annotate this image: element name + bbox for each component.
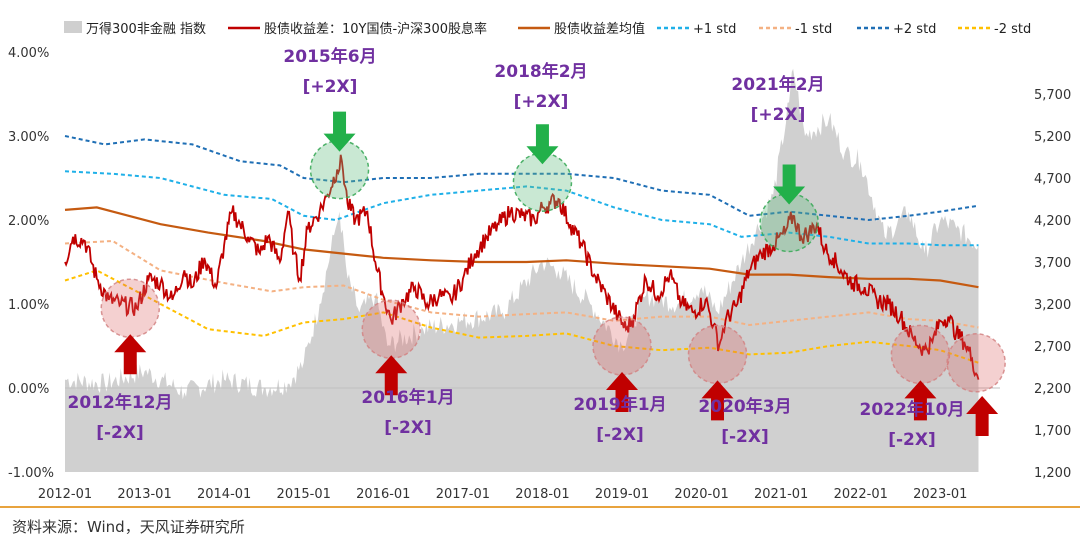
minus-1-std-line: [64, 239, 979, 329]
y-right-tick-label: 5,200: [1034, 130, 1071, 145]
x-tick-label: 2013-01: [117, 487, 171, 502]
callout-circle: [890, 324, 951, 385]
y-left-tick-label: 4.00%: [8, 46, 49, 61]
up-arrow-icon: [114, 334, 147, 375]
callout-date-label: 2022年10月: [860, 399, 965, 420]
x-tick-label: 2019-01: [595, 487, 649, 502]
callout-circle: [946, 333, 1006, 393]
y-right-tick-label: 4,700: [1034, 172, 1071, 187]
chart-svg: -1.00% 0.00% 1.00% 2.00% 3.00% 4.00% 1,200 1,70…: [8, 21, 1071, 502]
y-right-tick-label: 2,200: [1034, 382, 1071, 397]
legend-swatch-index: [64, 21, 82, 33]
down-arrow-icon: [323, 111, 356, 152]
callout-tag-label: [-2X]: [721, 427, 769, 447]
up-arrow-icon: [375, 355, 408, 396]
callout-date-label: 2018年2月: [494, 61, 587, 82]
callout-tag-label: [-2X]: [596, 425, 644, 445]
x-tick-label: 2012-01: [38, 487, 92, 502]
callout-circle: [687, 324, 748, 385]
y-left-tick-label: -1.00%: [8, 466, 54, 481]
up-arrow-icon: [606, 372, 639, 412]
callout-tag-label: [-2X]: [96, 423, 144, 443]
x-tick-label: 2022-01: [834, 487, 888, 502]
y-left-tick-label: 0.00%: [8, 382, 49, 397]
y-right-tick-label: 1,200: [1034, 466, 1071, 481]
callout-date-label: 2016年1月: [361, 387, 454, 408]
spread-line: [64, 154, 980, 380]
legend-label-spread: 股债收益差：10Y国债-沪深300股息率: [264, 21, 487, 37]
x-tick-label: 2015-01: [277, 487, 331, 502]
callout-tag-label: [+2X]: [751, 105, 806, 125]
legend-label-mean: 股债收益差均值: [554, 21, 645, 37]
legend-label-p1: +1 std: [693, 22, 736, 37]
y-left-tick-label: 3.00%: [8, 130, 49, 145]
up-arrow-icon: [701, 380, 734, 421]
legend-label-m2: -2 std: [994, 22, 1031, 37]
index-area: [65, 68, 979, 473]
x-tick-label: 2014-01: [197, 487, 251, 502]
legend-label-m1: -1 std: [795, 22, 832, 37]
plus-2-std-line: [64, 135, 979, 222]
up-arrow-icon: [904, 380, 937, 421]
y-right-tick-label: 1,700: [1034, 424, 1071, 439]
y-right-tick-label: 3,700: [1034, 256, 1071, 271]
callout-tag-label: [+2X]: [514, 92, 569, 112]
x-tick-label: 2018-01: [515, 487, 569, 502]
source-note: 资料来源：Wind，天风证券研究所: [12, 518, 245, 536]
callout-circle: [361, 299, 422, 359]
y-right-tick-label: 4,200: [1034, 214, 1071, 229]
callout-date-label: 2019年1月: [573, 394, 666, 415]
callout-date-label: 2012年12月: [68, 392, 173, 413]
callout-tag-label: [+2X]: [303, 77, 358, 97]
legend-label-p2: +2 std: [893, 22, 936, 37]
down-arrow-icon: [773, 164, 806, 205]
y-right-tick-label: 3,200: [1034, 298, 1071, 313]
y-left-tick-label: 2.00%: [8, 214, 49, 229]
y-right-tick-label: 2,700: [1034, 340, 1071, 355]
x-tick-label: 2023-01: [913, 487, 967, 502]
callout-date-label: 2021年2月: [731, 74, 824, 95]
x-tick-label: 2020-01: [674, 487, 728, 502]
plus-1-std-line: [64, 170, 979, 247]
x-tick-label: 2016-01: [356, 487, 410, 502]
callout-circle: [100, 278, 161, 338]
callout-tag-label: [-2X]: [384, 418, 432, 438]
x-tick-label: 2017-01: [436, 487, 490, 502]
legend-label-index: 万得300非金融 指数: [86, 21, 206, 37]
mean-line: [64, 206, 979, 289]
x-tick-label: 2021-01: [754, 487, 808, 502]
up-arrow-icon: [966, 396, 999, 436]
callout-date-label: 2015年6月: [283, 46, 376, 67]
callout-date-label: 2020年3月: [698, 396, 791, 417]
callout-circle: [592, 316, 652, 376]
minus-2-std-line: [64, 269, 979, 364]
y-left-tick-label: 1.00%: [8, 298, 49, 313]
down-arrow-icon: [526, 124, 559, 165]
callout-tag-label: [-2X]: [888, 430, 936, 450]
footer-divider: [0, 506, 1080, 508]
y-right-tick-label: 5,700: [1034, 88, 1071, 103]
